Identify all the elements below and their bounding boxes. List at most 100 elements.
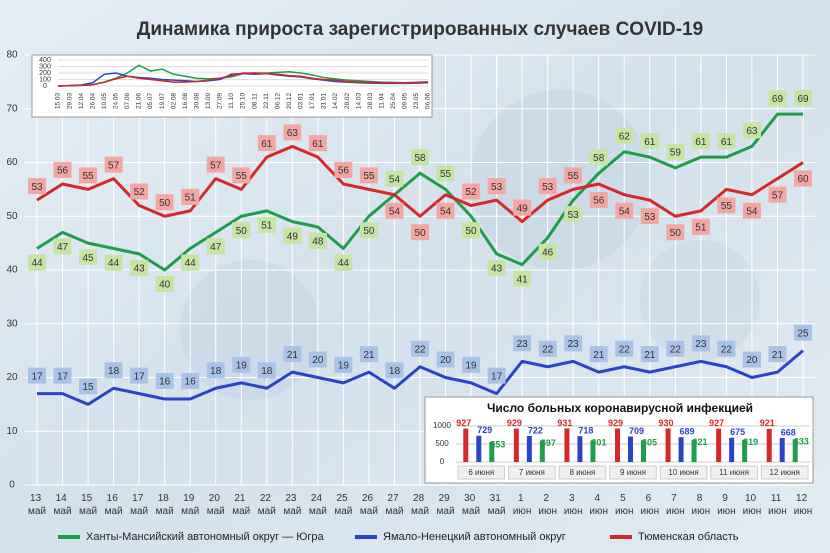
data-label: 633: [794, 437, 809, 447]
line: [57, 72, 429, 87]
data-label-box: [691, 335, 710, 352]
data-label-box: [181, 373, 200, 389]
x-tick-label: 1 июн: [513, 493, 532, 517]
data-label-box: [436, 351, 455, 368]
data-label-box: [742, 122, 761, 139]
data-label: 61: [261, 139, 273, 150]
data-label: 17: [31, 371, 43, 382]
data-label-box: [768, 90, 787, 107]
data-label-box: [411, 340, 429, 357]
x-tick-label: 27.09: [217, 92, 224, 109]
x-tick-label: 16.08: [182, 92, 189, 109]
data-label-box: [283, 124, 302, 141]
data-label-box: [411, 224, 429, 241]
data-label: 25: [797, 328, 809, 339]
data-label-box: [742, 351, 761, 368]
y-tick-label: 60: [6, 157, 18, 168]
data-label: 58: [414, 153, 426, 164]
data-label: 44: [108, 258, 120, 269]
y-tick-label: 500: [435, 439, 449, 448]
data-label: 22: [670, 344, 682, 355]
x-tick-label: 2 июн: [538, 493, 557, 517]
y-tick-label: 100: [39, 76, 51, 83]
bar: [476, 435, 482, 462]
data-label-box: [359, 167, 378, 184]
data-label: 56: [57, 166, 69, 177]
data-label: 54: [440, 206, 452, 217]
data-label-box: [359, 222, 378, 239]
data-label: 69: [797, 94, 809, 105]
decor: [470, 90, 650, 270]
data-label: 18: [389, 366, 401, 377]
x-tick-label: 17 май: [130, 493, 148, 517]
x-tick-label: 07.06: [124, 92, 131, 109]
data-label: 44: [338, 258, 350, 269]
data-label: 53: [568, 210, 580, 221]
bar: [526, 436, 532, 462]
data-label: 605: [642, 438, 657, 448]
data-label: 21: [363, 350, 375, 361]
x-tick-label: 27 май: [385, 493, 403, 517]
bar: [779, 437, 785, 462]
data-label-box: [104, 362, 123, 379]
data-label: 69: [772, 94, 784, 105]
data-label-box: [385, 202, 404, 219]
data-label-box: [615, 340, 634, 357]
data-label: 18: [261, 366, 273, 377]
data-label-box: [181, 188, 200, 205]
data-label-box: [691, 218, 710, 235]
data-label: 15: [83, 382, 95, 393]
x-tick-label: 09.05: [402, 92, 409, 109]
data-label-box: [717, 340, 736, 357]
data-label: 927: [709, 418, 724, 428]
data-label: 50: [159, 198, 171, 209]
data-label: 57: [108, 160, 120, 171]
data-label: 55: [440, 169, 452, 180]
data-label-box: [181, 254, 200, 271]
data-label: 56: [593, 196, 605, 207]
data-label: 21: [772, 350, 784, 361]
data-label: 56: [338, 166, 350, 177]
x-tick-label: 29 май: [437, 493, 455, 517]
bar: [615, 428, 620, 462]
bar: [729, 437, 735, 462]
data-label-box: [666, 340, 685, 357]
data-label-box: [666, 224, 685, 241]
data-label-box: [130, 259, 149, 276]
data-label-box: [717, 197, 736, 214]
x-tick-label: 06.06: [425, 92, 432, 109]
data-label: 553: [490, 439, 505, 449]
x-tick-label: 19 май: [181, 493, 199, 517]
data-label-box: [794, 170, 812, 187]
x-tick-label: 20.12: [286, 92, 293, 109]
data-label-box: [487, 367, 506, 384]
data-label: 43: [134, 264, 146, 275]
x-tick-label: 6 июн: [640, 493, 659, 517]
data-label: 55: [83, 171, 95, 182]
data-label-box: [232, 222, 251, 239]
x-tick-label: 6 июня: [468, 468, 494, 477]
bar: [641, 440, 646, 462]
bar: [766, 428, 772, 462]
data-label-box: [130, 367, 149, 384]
data-label: 668: [781, 427, 796, 437]
data-label-box: [308, 351, 327, 368]
data-label-box: [640, 346, 659, 363]
data-label-box: [666, 143, 685, 160]
data-label-box: [538, 243, 557, 260]
x-tick-label: 11.04: [378, 93, 385, 109]
data-label-box: [104, 156, 123, 173]
data-label: 16: [185, 377, 197, 388]
data-label: 597: [541, 438, 556, 448]
data-label: 61: [644, 137, 656, 148]
data-label: 19: [236, 361, 248, 372]
data-label: 22: [721, 344, 733, 355]
data-label: 50: [236, 226, 248, 237]
data-label-box: [257, 362, 276, 379]
y-tick-label: 20: [6, 372, 18, 383]
x-tick-label: 22 май: [258, 493, 276, 517]
bar: [577, 436, 583, 462]
data-label-box: [232, 356, 251, 373]
data-label: 49: [517, 203, 529, 214]
data-label: 722: [528, 425, 543, 435]
